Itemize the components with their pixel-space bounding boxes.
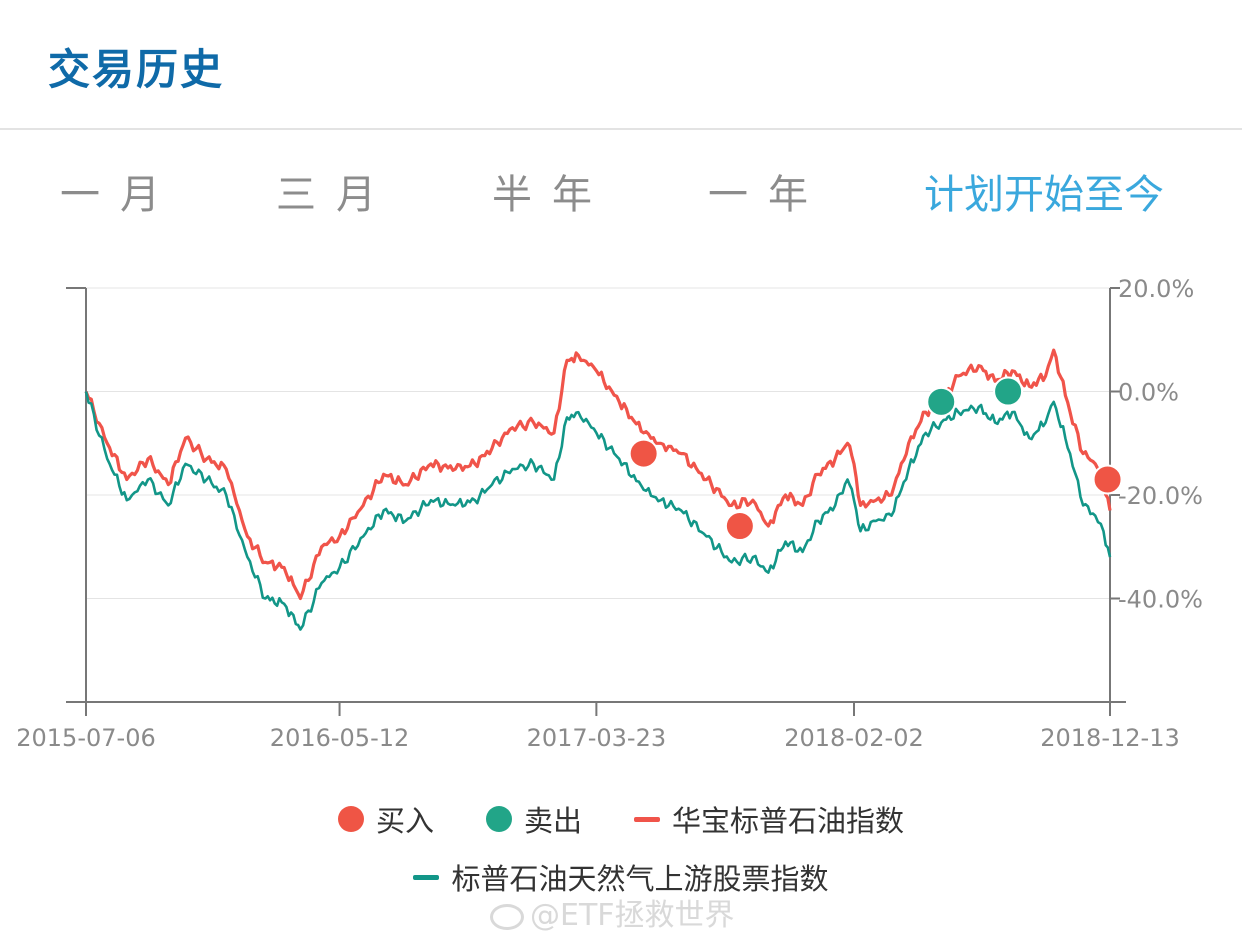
legend-item-buy[interactable]: 买入: [337, 798, 434, 840]
y-tick-label: 0.0%: [1118, 379, 1179, 407]
x-tick-label: 2018-02-02: [784, 724, 923, 752]
x-tick-label: 2017-03-23: [527, 724, 666, 752]
legend-label-buy: 买入: [375, 804, 434, 838]
legend-label-sell: 卖出: [523, 804, 582, 838]
header-divider: [0, 128, 1242, 130]
series-line-index: [84, 391, 1112, 631]
buy-marker: [628, 438, 659, 469]
watermark-text: @ETF拯救世界: [530, 898, 735, 933]
tab-one-year[interactable]: 一年: [708, 172, 828, 218]
page-title: 交易历史: [48, 45, 225, 94]
weibo-icon: [490, 903, 524, 930]
y-tick-label: 20.0%: [1118, 275, 1194, 303]
tab-three-months[interactable]: 三月: [276, 172, 396, 218]
sell-marker: [993, 376, 1024, 407]
buy-marker: [724, 511, 755, 542]
y-tick-label: -40.0%: [1118, 586, 1203, 614]
legend-row-2: 标普石油天然气上游股票指数: [0, 856, 1242, 898]
buy-dot-icon: [337, 806, 364, 832]
y-tick-label: -20.0%: [1118, 482, 1203, 510]
trade-history-chart: 20.0% 0.0% -20.0% -40.0% 2015-07-06 2016-05-1…: [16, 275, 1203, 752]
tab-one-month[interactable]: 一月: [60, 172, 180, 218]
tab-half-year[interactable]: 半年: [492, 172, 612, 218]
sell-marker: [926, 386, 957, 417]
tab-since-plan-start[interactable]: 计划开始至今: [924, 172, 1164, 218]
legend-item-index[interactable]: 标普石油天然气上游股票指数: [413, 856, 829, 898]
buy-marker: [1092, 464, 1123, 495]
x-tick-label: 2018-12-13: [1040, 724, 1179, 752]
x-tick-label: 2015-07-06: [16, 724, 155, 752]
x-tick-label: 2016-05-12: [270, 724, 409, 752]
legend-row-1: 买入 卖出 华宝标普石油指数: [0, 798, 1242, 840]
series-line-fund: [84, 348, 1112, 601]
index-line-icon: [413, 874, 440, 880]
watermark: @ETF拯救世界: [490, 890, 735, 934]
legend-label-fund: 华宝标普石油指数: [672, 804, 905, 838]
fund-line-icon: [634, 816, 660, 822]
legend-item-fund[interactable]: 华宝标普石油指数: [634, 798, 904, 840]
legend-label-index: 标普石油天然气上游股票指数: [451, 862, 829, 896]
legend-item-sell[interactable]: 卖出: [485, 798, 582, 840]
sell-dot-icon: [485, 806, 512, 832]
